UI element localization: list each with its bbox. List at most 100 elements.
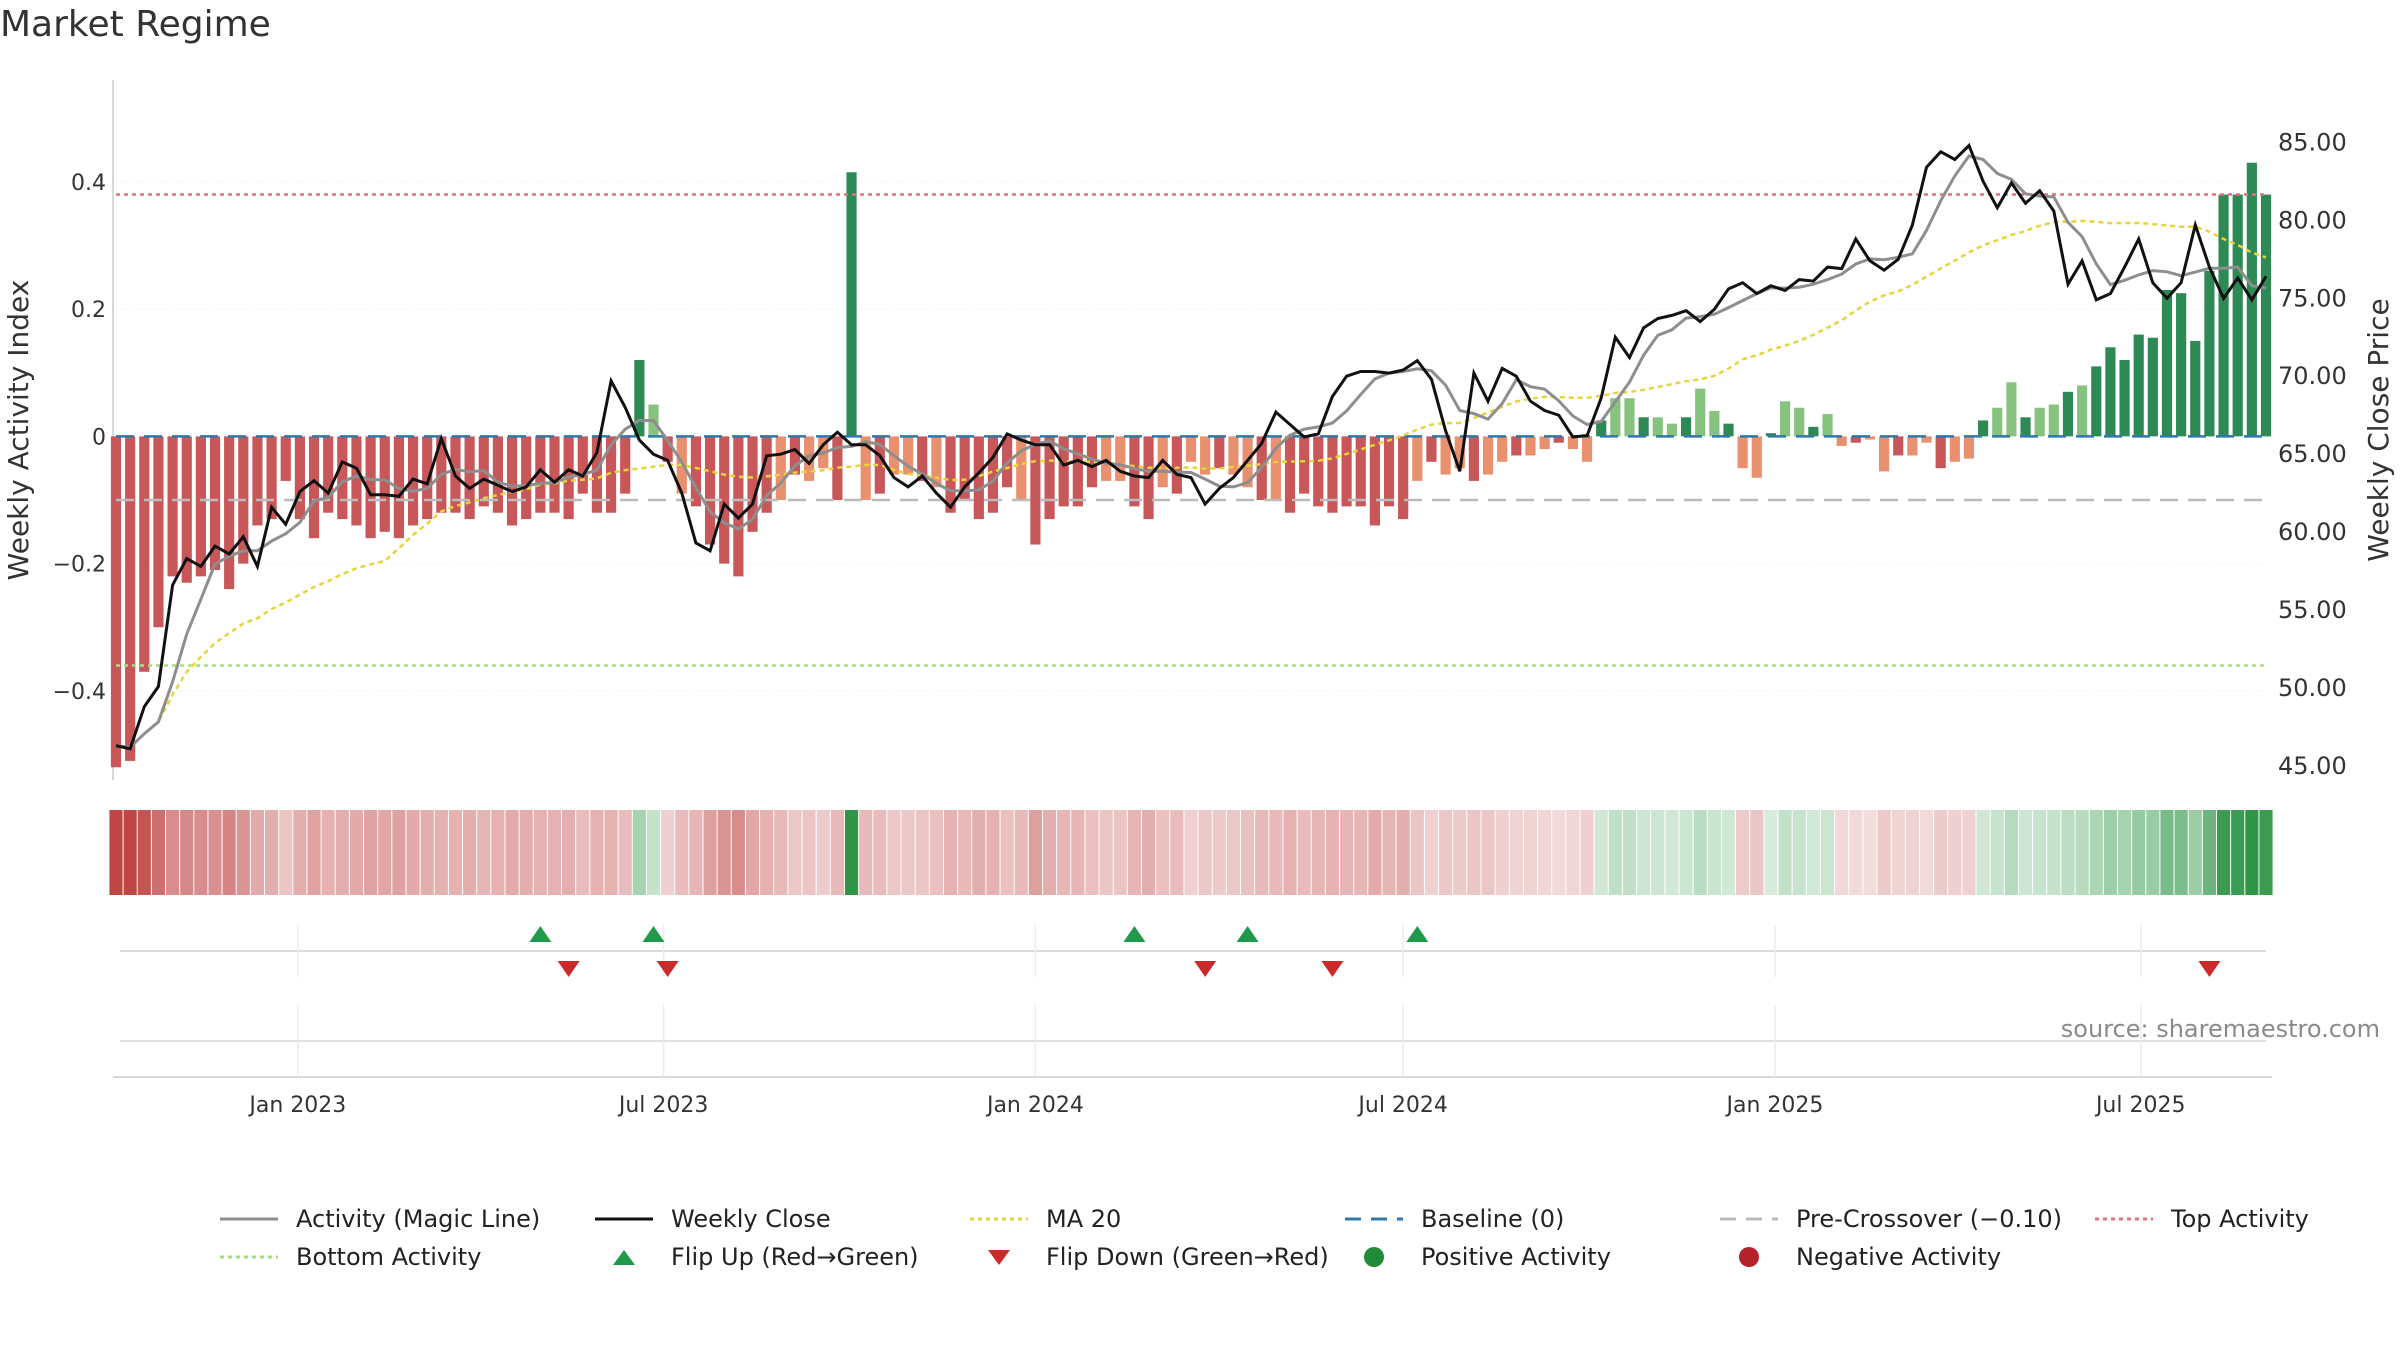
chart-legend: Activity (Magic Line) Weekly Close MA 20 Ba… [0, 1205, 2400, 1295]
right-tick-label: 60.00 [2278, 518, 2347, 546]
legend-swatch [220, 1255, 278, 1259]
activity-bar [931, 436, 942, 488]
activity-bar [1440, 436, 1451, 475]
regime-strip-cell [123, 810, 137, 895]
regime-strip-cell [1792, 810, 1806, 895]
activity-bar [1652, 417, 1663, 437]
regime-strip-cell [364, 810, 378, 895]
chart-title: Market Regime [0, 4, 271, 45]
activity-bar [1680, 417, 1692, 437]
activity-bar [959, 436, 970, 500]
activity-bar [1101, 436, 1112, 481]
regime-strip-cell [2033, 810, 2047, 895]
activity-bar [917, 436, 928, 481]
legend-swatch [1345, 1217, 1403, 1221]
regime-strip-cell [1368, 810, 1382, 895]
legend-item: Weekly Close [595, 1205, 831, 1233]
flip-down-marker [2198, 961, 2221, 977]
left-tick-label: −0.2 [53, 553, 106, 578]
regime-strip-cell [222, 810, 236, 895]
regime-strip-cell [632, 810, 646, 895]
regime-strip-cell [844, 810, 859, 895]
regime-strip-cell [2004, 810, 2018, 895]
regime-strip-cell [1877, 810, 1891, 895]
regime-strip-cell [1622, 810, 1637, 895]
regime-strip-cell [816, 810, 830, 895]
activity-bar [252, 436, 263, 526]
regime-strip-cell [958, 810, 972, 895]
activity-bar [1709, 410, 1720, 437]
activity-bar [1313, 436, 1324, 507]
legend-label: Baseline (0) [1421, 1205, 1565, 1233]
activity-bar [1992, 407, 2003, 437]
legend-swatch [970, 1217, 1028, 1221]
regime-strip-cell [1538, 810, 1552, 895]
activity-bar [1596, 420, 1607, 437]
x-tick-label: Jan 2024 [985, 1093, 1084, 1118]
legend-label: Bottom Activity [296, 1243, 482, 1271]
regime-strip-cell [1000, 810, 1014, 895]
regime-strip-cell [307, 810, 321, 895]
activity-bar [1779, 401, 1791, 437]
regime-strip-cell [1396, 810, 1410, 895]
regime-strip-cell [859, 810, 873, 895]
activity-bar [2091, 366, 2102, 437]
legend-label: Pre-Crossover (−0.10) [1796, 1205, 2063, 1233]
regime-strip-cell [1198, 810, 1212, 895]
regime-strip-cell [901, 810, 915, 895]
activity-bar [804, 436, 815, 481]
activity-bar [903, 436, 914, 475]
regime-strip-cell [2174, 810, 2188, 895]
regime-strip-cell [2216, 810, 2231, 895]
activity-bar [1044, 436, 1055, 520]
legend-item: Flip Up (Red→Green) [595, 1243, 919, 1271]
activity-bar [521, 436, 532, 520]
activity-bar [2133, 334, 2144, 437]
regime-strip-cell [1439, 810, 1453, 895]
magic-line [115, 154, 2267, 749]
regime-strip-cell [1424, 810, 1439, 895]
regime-strip-cell [661, 810, 675, 895]
regime-strip-cell [2245, 810, 2259, 895]
regime-strip-cell [986, 810, 1000, 895]
flip-up-marker [529, 926, 552, 942]
regime-strip-cell [915, 810, 929, 895]
regime-strip-cell [1693, 810, 1707, 895]
activity-bar [2147, 337, 2158, 437]
legend-item: Top Activity [2095, 1205, 2309, 1233]
regime-strip-cell [576, 810, 590, 895]
regime-strip-cell [1340, 810, 1354, 895]
regime-strip-cell [1905, 810, 1919, 895]
legend-item: MA 20 [970, 1205, 1121, 1233]
legend-label: Flip Up (Red→Green) [671, 1243, 919, 1271]
legend-label: Negative Activity [1796, 1243, 2002, 1271]
regime-strip-cell [1467, 810, 1481, 895]
regime-strip-cell [562, 810, 576, 895]
regime-strip-cell [1523, 810, 1538, 895]
regime-strip-cell [2132, 810, 2146, 895]
activity-bar [846, 172, 857, 437]
activity-bar [323, 436, 334, 513]
legend-swatch [2095, 1217, 2153, 1221]
regime-strip-cell [1707, 810, 1721, 895]
regime-strip-cell [2061, 810, 2075, 895]
activity-bar [945, 436, 956, 513]
activity-bar [832, 436, 843, 500]
legend-label: Positive Activity [1421, 1243, 1611, 1271]
activity-bar [1539, 436, 1550, 450]
regime-strip-cell [1778, 810, 1792, 895]
regime-strip-cell [1255, 810, 1269, 895]
regime-strip-cell [392, 810, 406, 895]
activity-bar [1666, 423, 1678, 437]
right-axis-label: Weekly Close Price [2362, 298, 2395, 561]
activity-bar [690, 436, 702, 507]
activity-bar [605, 436, 617, 513]
regime-strip-cell [1028, 810, 1042, 895]
activity-bar [2218, 194, 2229, 437]
activity-bar [209, 436, 221, 570]
activity-bar [761, 436, 772, 513]
legend-swatch [613, 1250, 635, 1265]
regime-strip-cell [1212, 810, 1226, 895]
regime-strip-cell [406, 810, 420, 895]
legend-item: Bottom Activity [220, 1243, 481, 1271]
